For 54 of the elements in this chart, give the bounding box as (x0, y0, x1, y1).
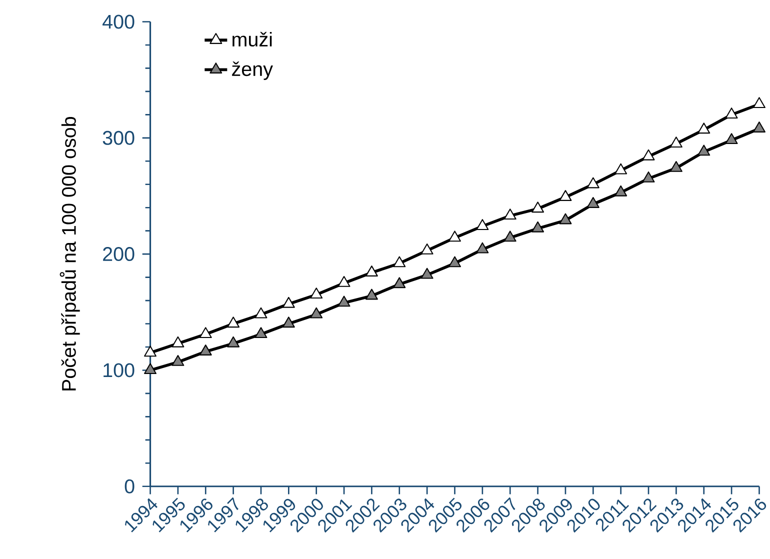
point (670, 136, 682, 148)
point (448, 256, 461, 268)
point (199, 344, 212, 356)
point (725, 108, 738, 119)
point (144, 363, 157, 374)
y-tick-label: 0 (124, 480, 134, 494)
y-tick-label: 200 (103, 247, 134, 262)
point (172, 336, 184, 348)
point (532, 202, 544, 213)
y-tick-label: 100 (104, 363, 134, 378)
point (393, 277, 406, 288)
point (144, 346, 157, 357)
point (504, 230, 516, 242)
point (642, 150, 655, 161)
point (365, 266, 378, 277)
point (282, 316, 295, 328)
point (227, 316, 240, 328)
point (752, 122, 766, 133)
point (448, 230, 461, 242)
point (227, 336, 240, 348)
point (504, 208, 516, 220)
point (586, 177, 600, 188)
point (338, 276, 350, 288)
point (420, 244, 434, 255)
point (698, 144, 710, 156)
point (698, 122, 710, 134)
point (586, 197, 600, 208)
point (476, 219, 489, 230)
point (254, 327, 268, 338)
point (642, 172, 655, 183)
point (338, 296, 350, 307)
y-tick-label: 400 (102, 14, 134, 29)
point (310, 288, 323, 299)
point (725, 133, 738, 144)
point (420, 268, 434, 280)
point (476, 242, 489, 254)
point (393, 256, 406, 268)
point (614, 164, 628, 174)
point (559, 190, 572, 202)
point (614, 186, 628, 197)
point (310, 308, 323, 319)
point (254, 308, 268, 319)
point (559, 213, 572, 224)
point (282, 297, 295, 308)
legend-label: ženy (232, 62, 273, 80)
point (532, 222, 544, 233)
point (199, 327, 212, 338)
legend-label: muži (232, 32, 272, 47)
y-axis-title: Počet případů na 100 000 osob (60, 117, 80, 391)
y-tick-label: 300 (102, 131, 134, 146)
point (752, 97, 766, 108)
point (670, 161, 682, 172)
point (365, 288, 378, 300)
point (172, 355, 184, 366)
